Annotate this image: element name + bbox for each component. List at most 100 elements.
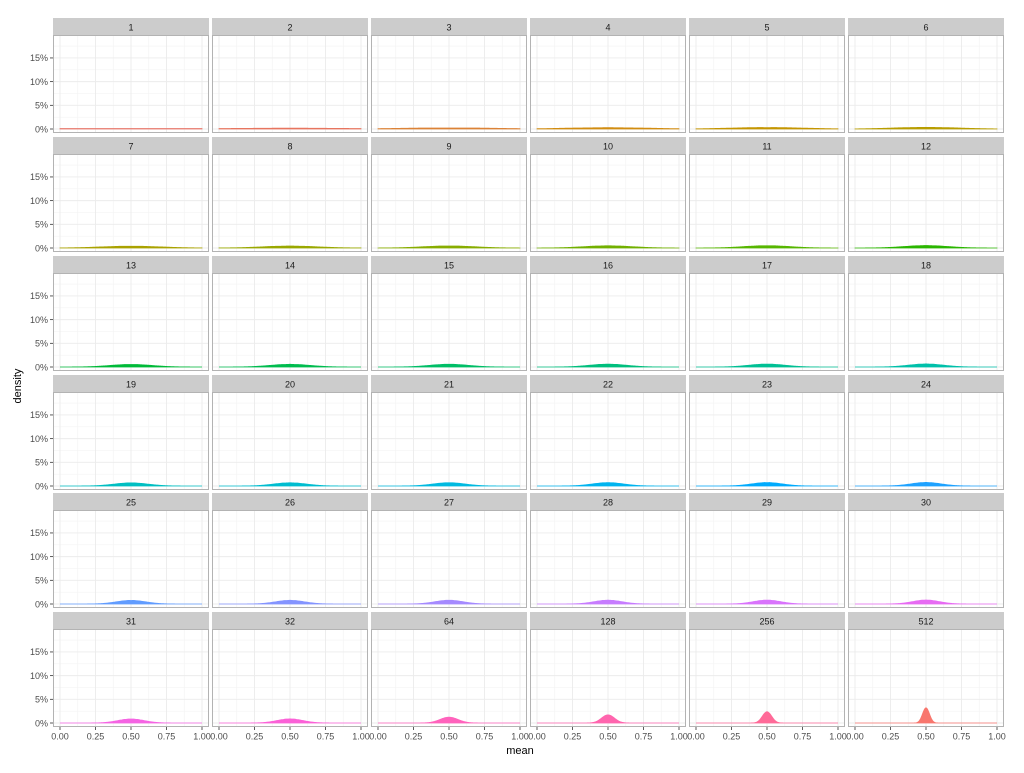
y-tick-label: 15% <box>30 528 48 538</box>
y-tick-label: 10% <box>30 434 48 444</box>
facet-panel: 28 <box>530 493 686 608</box>
x-tick-label: 0.50 <box>599 732 617 742</box>
facet-strip-label: 31 <box>126 617 136 627</box>
y-tick-label: 5% <box>35 695 48 705</box>
facet-panel: 9 <box>371 137 527 252</box>
y-tick-label: 0% <box>35 243 48 253</box>
facet-panel: 12 <box>848 137 1004 252</box>
facet-strip-label: 22 <box>603 380 613 390</box>
facet-panel: 13 0% 5% 10% 15% <box>30 256 209 372</box>
y-tick-label: 10% <box>30 196 48 206</box>
x-tick-label: 1.00 <box>829 732 847 742</box>
x-tick-label: 1.00 <box>352 732 370 742</box>
facet-panel: 26 <box>212 493 368 608</box>
facet-strip-label: 256 <box>759 617 774 627</box>
facet-panel: 8 <box>212 137 368 252</box>
facet-panel: 27 <box>371 493 527 608</box>
y-tick-label: 5% <box>35 458 48 468</box>
y-tick-label: 15% <box>30 291 48 301</box>
y-tick-label: 15% <box>30 172 48 182</box>
y-tick-label: 0% <box>35 599 48 609</box>
facet-strip-label: 128 <box>600 617 615 627</box>
facet-panel: 10 <box>530 137 686 252</box>
y-axis-title: density <box>12 368 24 403</box>
facet-strip-label: 20 <box>285 380 295 390</box>
x-tick-label: 0.25 <box>564 732 582 742</box>
facet-panel: 18 <box>848 256 1004 371</box>
facet-panel: 2 <box>212 18 368 133</box>
facet-strip-label: 11 <box>762 142 771 152</box>
facet-strip-label: 3 <box>446 23 451 33</box>
facet-panel: 17 <box>689 256 845 371</box>
facet-strip-label: 30 <box>921 498 931 508</box>
x-tick-label: 0.75 <box>794 732 812 742</box>
facet-strip-label: 2 <box>287 23 292 33</box>
x-tick-label: 0.75 <box>317 732 335 742</box>
facet-panel: 20 <box>212 375 368 490</box>
y-tick-label: 15% <box>30 410 48 420</box>
x-tick-label: 0.25 <box>882 732 900 742</box>
x-tick-label: 0.00 <box>51 732 69 742</box>
y-tick-label: 0% <box>35 124 48 134</box>
facet-strip-label: 29 <box>762 498 772 508</box>
facet-strip-label: 7 <box>128 142 133 152</box>
x-tick-label: 0.75 <box>953 732 971 742</box>
facet-panel: 24 <box>848 375 1004 490</box>
facet-strip-label: 32 <box>285 617 295 627</box>
x-tick-label: 0.25 <box>246 732 264 742</box>
facet-panel: 29 <box>689 493 845 608</box>
x-tick-label: 0.75 <box>635 732 653 742</box>
facet-strip-label: 21 <box>444 380 454 390</box>
y-tick-label: 0% <box>35 481 48 491</box>
facet-panel: 250%5%10%15% <box>30 493 209 609</box>
y-tick-label: 10% <box>30 671 48 681</box>
facet-strip-label: 64 <box>444 617 454 627</box>
facet-panel: 5 <box>689 18 845 133</box>
x-tick-label: 1.00 <box>988 732 1006 742</box>
x-tick-label: 0.00 <box>846 732 864 742</box>
facet-strip-label: 1 <box>128 23 133 33</box>
y-tick-label: 5% <box>35 576 48 586</box>
y-tick-label: 15% <box>30 53 48 63</box>
y-tick-label: 5% <box>35 339 48 349</box>
y-tick-label: 5% <box>35 101 48 111</box>
facet-strip-label: 13 <box>126 261 136 271</box>
facet-strip-label: 17 <box>762 261 772 271</box>
density-area <box>219 128 361 129</box>
facet-panel: 30 <box>848 493 1004 608</box>
x-tick-label: 0.75 <box>158 732 176 742</box>
x-tick-label: 0.00 <box>687 732 705 742</box>
facet-panel: 6 <box>848 18 1004 133</box>
facet-panel: 22 <box>530 375 686 490</box>
facet-panel: 21 <box>371 375 527 490</box>
facet-strip-label: 26 <box>285 498 295 508</box>
facet-strip-label: 5 <box>764 23 769 33</box>
facet-strip-label: 6 <box>923 23 928 33</box>
facet-panel: 16 <box>530 256 686 371</box>
facet-panel: 14 <box>212 256 368 371</box>
facet-strip-label: 9 <box>446 142 451 152</box>
facet-strip-label: 19 <box>126 380 136 390</box>
facet-strip-label: 4 <box>605 23 610 33</box>
x-tick-label: 0.25 <box>87 732 105 742</box>
x-tick-label: 1.00 <box>670 732 688 742</box>
y-tick-label: 0% <box>35 362 48 372</box>
facet-panel: 11 <box>689 137 845 252</box>
x-tick-label: 0.50 <box>122 732 140 742</box>
facet-strip-label: 10 <box>603 142 613 152</box>
facet-panel: 23 <box>689 375 845 490</box>
y-tick-label: 10% <box>30 315 48 325</box>
facet-strip-label: 12 <box>921 142 931 152</box>
x-axis-title: mean <box>506 745 534 757</box>
facet-panel: 15 <box>371 256 527 371</box>
facet-strip-label: 27 <box>444 498 454 508</box>
facet-panel: 70%5%10%15% <box>30 137 209 253</box>
y-tick-label: 10% <box>30 77 48 87</box>
x-tick-label: 0.50 <box>281 732 299 742</box>
